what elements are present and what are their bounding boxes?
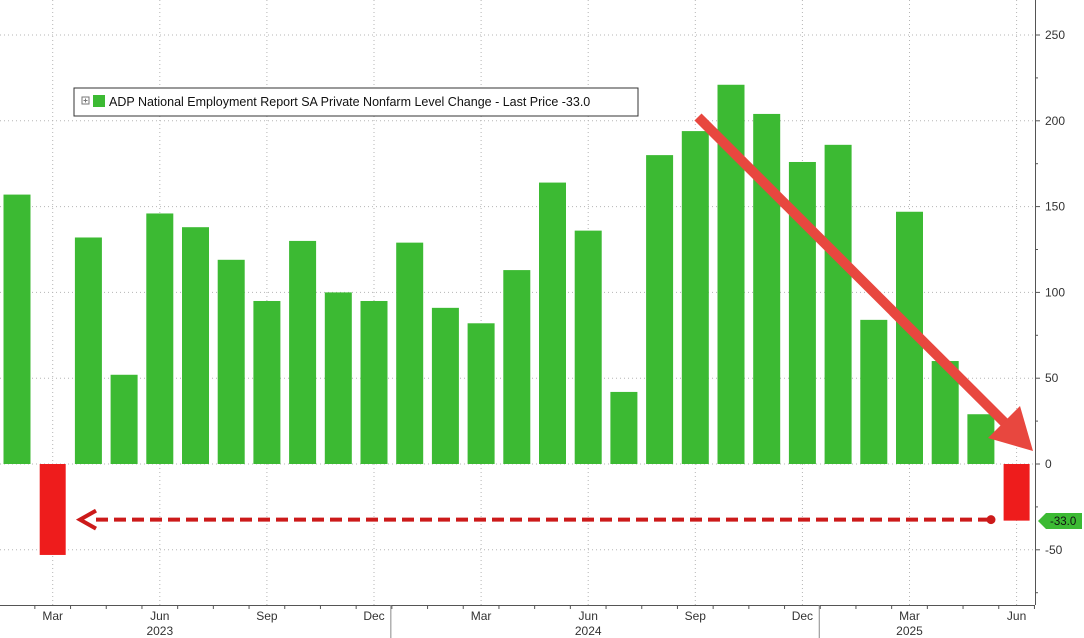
reference-arrowhead bbox=[75, 508, 97, 531]
bar bbox=[396, 242, 424, 464]
bar bbox=[1003, 464, 1030, 521]
y-tick-label: -50 bbox=[1045, 543, 1063, 557]
x-month-label: Jun bbox=[579, 609, 598, 623]
x-year-label: 2023 bbox=[146, 624, 173, 638]
x-year-label: 2025 bbox=[896, 624, 923, 638]
bar bbox=[39, 464, 66, 555]
bars bbox=[3, 84, 1030, 555]
x-year-label: 2024 bbox=[575, 624, 602, 638]
reference-dot bbox=[986, 515, 996, 525]
bar bbox=[574, 230, 602, 464]
y-tick-label: 50 bbox=[1045, 371, 1059, 385]
bar bbox=[431, 307, 459, 464]
x-month-label: Dec bbox=[792, 609, 813, 623]
x-month-label: Dec bbox=[363, 609, 384, 623]
legend-swatch bbox=[93, 95, 105, 107]
y-tick-label: 100 bbox=[1045, 285, 1065, 299]
bar bbox=[610, 391, 638, 464]
y-tick-label: 0 bbox=[1045, 457, 1052, 471]
x-month-label: Sep bbox=[685, 609, 707, 623]
bar bbox=[753, 113, 781, 464]
legend-label: ADP National Employment Report SA Privat… bbox=[109, 95, 590, 109]
bar bbox=[182, 227, 209, 464]
x-month-label: Mar bbox=[42, 609, 63, 623]
y-tick-label: 150 bbox=[1045, 200, 1065, 214]
bar bbox=[360, 300, 388, 464]
legend-box bbox=[73, 87, 639, 117]
bar bbox=[860, 319, 888, 464]
x-month-label: Mar bbox=[471, 609, 492, 623]
y-axis: 250 200 150 100 50 0 -50 bbox=[1035, 0, 1065, 605]
y-tick-label: 200 bbox=[1045, 114, 1065, 128]
x-month-label: Mar bbox=[899, 609, 920, 623]
bar bbox=[3, 194, 31, 464]
trend-arrow-head bbox=[988, 406, 1033, 451]
bar bbox=[324, 292, 352, 464]
annotations bbox=[75, 113, 1033, 531]
bar bbox=[217, 259, 245, 464]
last-value-tag: -33.0 bbox=[1038, 513, 1082, 529]
bar bbox=[824, 144, 852, 464]
bar bbox=[146, 213, 174, 464]
bar bbox=[289, 240, 317, 464]
bar bbox=[467, 323, 495, 464]
bar bbox=[539, 182, 566, 465]
x-month-label: Jun bbox=[1007, 609, 1026, 623]
last-value-bg bbox=[1038, 513, 1082, 529]
bar bbox=[74, 237, 102, 464]
legend: ADP National Employment Report SA Privat… bbox=[73, 87, 639, 117]
bar bbox=[503, 270, 531, 464]
x-month-label: Jun bbox=[150, 609, 169, 623]
last-value-label: -33.0 bbox=[1050, 516, 1076, 528]
x-month-label: Sep bbox=[256, 609, 278, 623]
bar bbox=[646, 155, 674, 464]
bar bbox=[110, 374, 138, 464]
bar bbox=[253, 300, 281, 464]
y-tick-label: 250 bbox=[1045, 28, 1065, 42]
bar bbox=[681, 131, 709, 464]
trend-arrow-shaft bbox=[694, 113, 1010, 428]
bar bbox=[967, 414, 995, 464]
